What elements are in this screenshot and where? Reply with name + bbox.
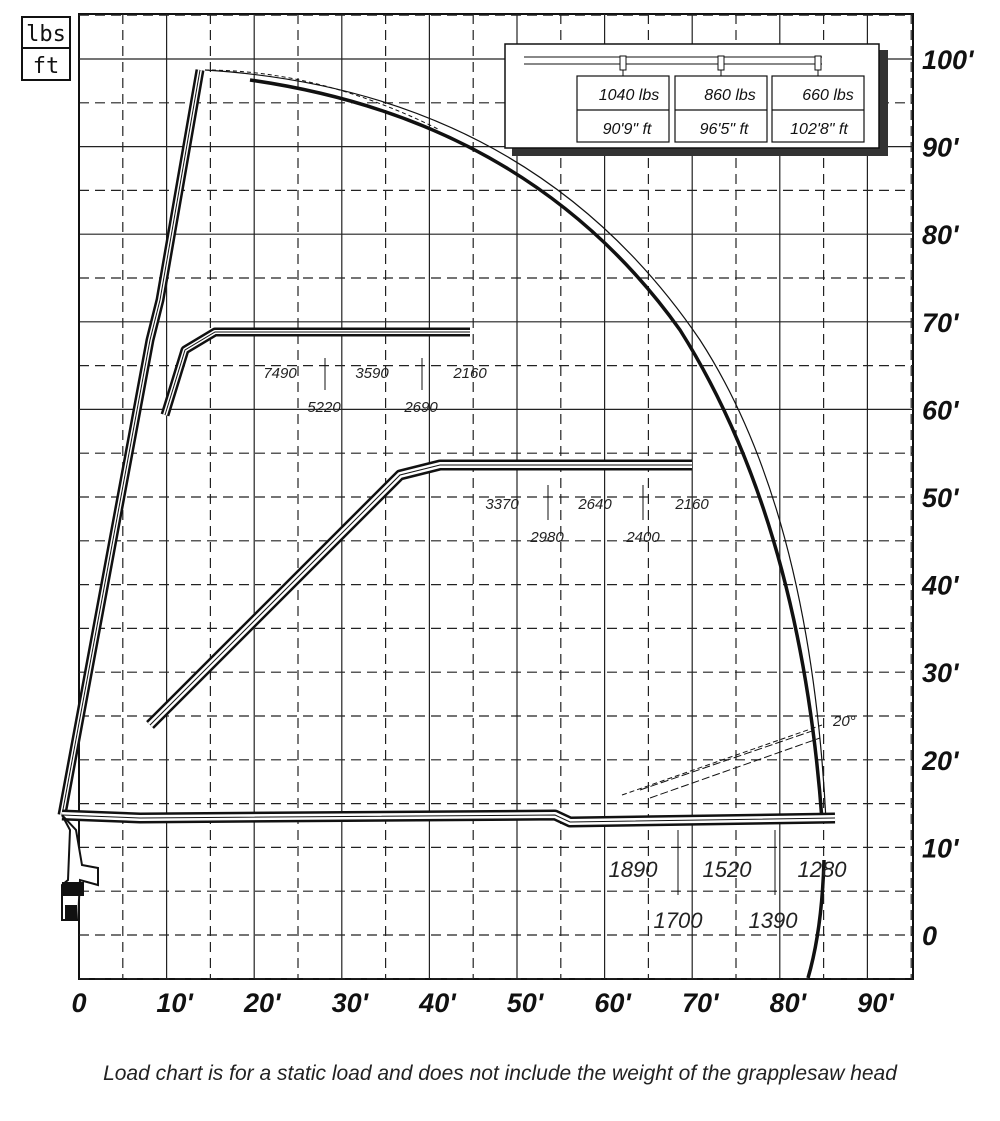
load-middle-1: 3370 xyxy=(485,496,519,513)
y-tick-label: 40' xyxy=(921,571,960,601)
load-lower-2: 1700 xyxy=(654,908,704,933)
y-tick-label: 50' xyxy=(922,483,960,513)
legend-box: 1040 lbs 860 lbs 660 lbs 90'9" ft 96'5" … xyxy=(504,43,888,156)
middle-boom-loads: 3370 2980 2640 2400 2160 xyxy=(485,496,709,546)
crane-foot xyxy=(65,905,77,919)
load-upper-3: 3590 xyxy=(355,365,389,382)
boom-middle-centerline xyxy=(149,464,692,726)
legend-reach-3: 102'8" ft xyxy=(790,121,848,138)
y-tick-label: 20' xyxy=(921,746,960,776)
boom-vertical-centerline xyxy=(61,69,201,816)
y-tick-label: 30' xyxy=(922,658,960,688)
x-tick-label: 30' xyxy=(332,988,370,1018)
units-lbs: lbs xyxy=(26,22,66,47)
x-tick-label: 70' xyxy=(682,988,720,1018)
x-tick-label: 0 xyxy=(71,988,86,1018)
legend-load-2: 860 lbs xyxy=(704,87,756,104)
y-tick-label: 0 xyxy=(922,921,937,951)
y-tick-label: 60' xyxy=(922,395,960,425)
y-tick-label: 10' xyxy=(922,833,960,863)
boom-angled-centerline xyxy=(621,724,823,796)
load-middle-3: 2640 xyxy=(577,496,612,513)
load-upper-1: 7490 xyxy=(263,365,297,382)
y-tick-label: 100' xyxy=(922,45,975,75)
boom-angled-lower xyxy=(649,737,821,799)
x-tick-label: 60' xyxy=(594,988,632,1018)
load-middle-4: 2400 xyxy=(625,529,660,546)
y-tick-label: 80' xyxy=(922,220,960,250)
reach-arc-outer xyxy=(204,69,827,821)
y-tick-label: 70' xyxy=(922,308,960,338)
x-tick-label: 80' xyxy=(770,988,808,1018)
load-chart: 0 10' 20' 30' 40' 50' 60' 70' 80' 90' 0 10' 20' 30' 40… xyxy=(21,13,975,1018)
chart-caption: Load chart is for a static load and does… xyxy=(103,1062,897,1085)
x-tick-label: 20' xyxy=(243,988,282,1018)
x-tick-label: 50' xyxy=(507,988,545,1018)
reach-arc-dashed xyxy=(204,69,441,131)
axis-labels: 0 10' 20' 30' 40' 50' 60' 70' 80' 90' 0 10' 20' 30' 40… xyxy=(71,45,975,1018)
y-tick-label: 90' xyxy=(922,133,960,163)
x-tick-label: 10' xyxy=(156,988,194,1018)
boom-lower-centerline xyxy=(61,814,836,823)
load-upper-2: 5220 xyxy=(307,399,341,416)
lower-boom-loads: 1890 1700 1520 1390 1280 xyxy=(609,857,848,933)
legend-load-1: 1040 lbs xyxy=(599,87,660,104)
load-lower-5: 1280 xyxy=(798,857,848,882)
angle-label: 20° xyxy=(832,713,856,730)
legend-reach-2: 96'5" ft xyxy=(700,121,749,138)
units-ft: ft xyxy=(33,54,60,79)
upper-boom-loads: 7490 5220 3590 2690 2160 xyxy=(263,365,487,416)
crane-pedestal xyxy=(62,882,84,896)
load-upper-5: 2160 xyxy=(452,365,487,382)
boom-angled-upper xyxy=(639,729,816,791)
x-tick-label: 90' xyxy=(857,988,895,1018)
reach-envelope xyxy=(204,69,827,979)
x-tick-label: 40' xyxy=(418,988,457,1018)
boom-upper-centerline xyxy=(164,331,470,416)
load-lower-3: 1520 xyxy=(703,857,753,882)
reach-arc-lower xyxy=(806,859,826,979)
legend-reach-1: 90'9" ft xyxy=(603,121,652,138)
boom-positions xyxy=(57,60,836,921)
load-lower-1: 1890 xyxy=(609,857,659,882)
load-lower-4: 1390 xyxy=(749,908,799,933)
load-middle-2: 2980 xyxy=(529,529,564,546)
load-middle-5: 2160 xyxy=(674,496,709,513)
load-upper-4: 2690 xyxy=(403,399,438,416)
reach-arc-main xyxy=(249,78,824,821)
units-box: lbs ft xyxy=(21,16,71,81)
legend-load-3: 660 lbs xyxy=(802,87,854,104)
